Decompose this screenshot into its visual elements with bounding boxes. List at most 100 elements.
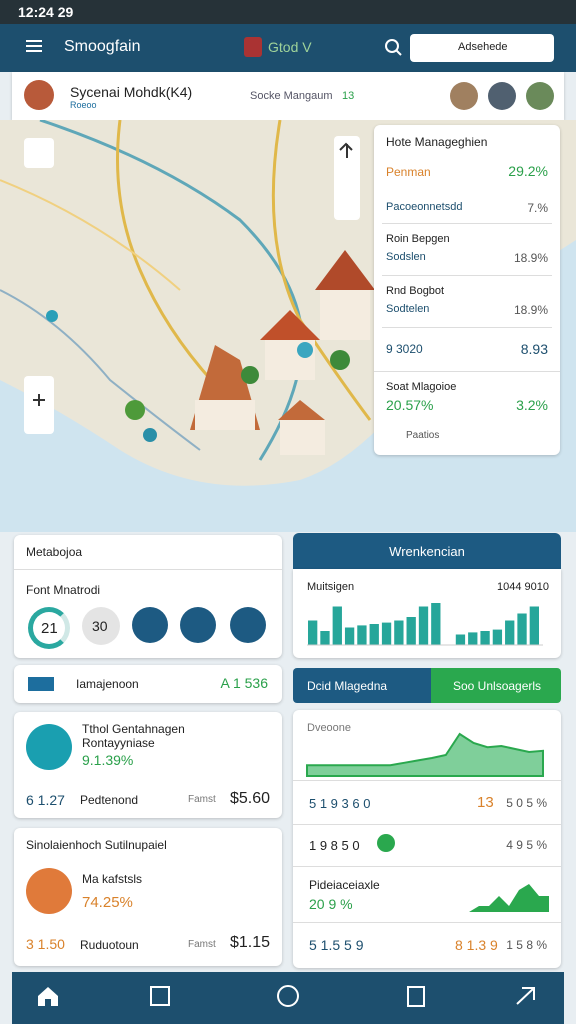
chart-title: Muitsigen bbox=[307, 581, 355, 593]
price: $5.60 bbox=[229, 790, 270, 807]
tab-label: Dcid Mlagedna bbox=[307, 679, 388, 693]
tab-label: Soo Unlsoagerls bbox=[453, 679, 542, 693]
row-label: Iamajenoon bbox=[76, 677, 139, 691]
panel-value: 18.9% bbox=[513, 251, 548, 265]
label: Pedtenond bbox=[80, 793, 139, 807]
search-icon[interactable] bbox=[384, 38, 404, 58]
bottom-nav bbox=[12, 972, 564, 1024]
panel-heading: Rnd Bogbot bbox=[386, 285, 445, 297]
stat: 1 9 8 5 0 bbox=[309, 838, 360, 853]
map-panel: Hote Manageghien Penman 29.2% Pacoeonnet… bbox=[374, 125, 560, 455]
avatar bbox=[450, 82, 478, 110]
bar bbox=[480, 631, 490, 645]
percent: 9.1.39% bbox=[82, 752, 134, 768]
label: Famst bbox=[188, 794, 216, 805]
icon-button[interactable] bbox=[180, 607, 216, 643]
profile-name: Sycenai Mohdk(K4) bbox=[70, 84, 193, 100]
bar bbox=[344, 627, 355, 645]
summary-row: Iamajenoon A 1 536 bbox=[14, 665, 282, 703]
percent: 74.25% bbox=[82, 894, 133, 911]
bar-chart-card: Muitsigen 1044 9010 bbox=[293, 569, 561, 658]
area-chart bbox=[306, 732, 544, 777]
panel-value: 7.% bbox=[527, 201, 548, 215]
card-title: Rontayyniase bbox=[82, 736, 155, 750]
logo-text: Gtod V bbox=[268, 39, 312, 55]
bar bbox=[455, 634, 466, 645]
icon-button[interactable] bbox=[230, 607, 266, 643]
icon-button[interactable] bbox=[132, 607, 168, 643]
panel-label: Paatios bbox=[406, 430, 440, 441]
card-title: Tthol Gentahnagen bbox=[82, 722, 185, 736]
bar bbox=[320, 631, 330, 645]
status-dot bbox=[377, 834, 395, 852]
profile-subtitle: Roeoo bbox=[70, 100, 97, 110]
panel-label: Pacoeonnetsdd bbox=[386, 201, 463, 213]
icon bbox=[28, 677, 54, 691]
home-icon[interactable] bbox=[36, 984, 60, 1008]
avatar bbox=[526, 82, 554, 110]
bar bbox=[394, 620, 404, 645]
icon bbox=[26, 724, 72, 770]
search-text: Adsehede bbox=[458, 41, 508, 53]
card-title: Sinolaienhoch Sutilnupaiel bbox=[26, 838, 167, 852]
label: Ruduotoun bbox=[80, 938, 139, 952]
panel-label: Sodslen bbox=[386, 251, 426, 263]
panel-label: 9 3020 bbox=[386, 342, 423, 356]
panel-label: Sodtelen bbox=[386, 303, 430, 315]
bar bbox=[492, 629, 503, 645]
bar bbox=[369, 624, 379, 645]
panel-heading: Soat Mlagoioe bbox=[386, 381, 457, 393]
stat: 1 5 8 % bbox=[506, 938, 547, 952]
bar-chart bbox=[307, 603, 543, 646]
stats-card: Dveoone 5 1 9 3 6 0 13 5 0 5 % 1 9 8 5 0… bbox=[293, 710, 561, 968]
panel-value: 18.9% bbox=[513, 303, 548, 317]
card-title: Metabojoa bbox=[26, 545, 83, 559]
stat: 13 bbox=[477, 794, 494, 811]
stat: 5 1 9 3 6 0 bbox=[309, 796, 371, 811]
tab[interactable]: Soo Unlsoagerls bbox=[431, 668, 561, 703]
nav-icon[interactable] bbox=[276, 984, 300, 1008]
app-bar: Smoogfain Gtod V Adsehede bbox=[0, 24, 576, 72]
metrics-card: Metabojoa Font Mnatrodi 21 30 bbox=[14, 535, 282, 658]
profile-badge: 13 bbox=[342, 90, 355, 102]
panel-title: Hote Manageghien bbox=[386, 135, 488, 149]
icon bbox=[26, 868, 72, 914]
nav-icon[interactable] bbox=[404, 984, 428, 1008]
circle: 30 bbox=[82, 607, 120, 645]
item-card: Tthol Gentahnagen Rontayyniase 9.1.39% 6… bbox=[14, 712, 282, 818]
chart-title: Dveoone bbox=[307, 722, 352, 734]
sparkline bbox=[469, 884, 549, 912]
panel-value: 8.93 bbox=[520, 341, 548, 357]
bar bbox=[357, 625, 367, 645]
profile-center: Socke Mangaum bbox=[250, 90, 333, 102]
nav-icon[interactable] bbox=[148, 984, 172, 1008]
ring-value: 21 bbox=[41, 620, 58, 637]
panel-value: 3.2% bbox=[516, 397, 548, 413]
menu-icon[interactable] bbox=[26, 40, 42, 42]
stat: 5 0 5 % bbox=[506, 796, 547, 810]
panel-header-text: Wrenkencian bbox=[389, 544, 465, 559]
panel-heading: Roin Bepgen bbox=[386, 233, 450, 245]
nav-icon[interactable] bbox=[514, 984, 538, 1008]
status-bar: 12:24 29 bbox=[0, 0, 576, 24]
bar bbox=[517, 613, 527, 645]
ring: 21 bbox=[28, 607, 70, 649]
circle-value: 30 bbox=[92, 618, 108, 634]
chart-value: 1044 9010 bbox=[497, 581, 549, 593]
price: $1.15 bbox=[229, 934, 270, 951]
search-box[interactable]: Adsehede bbox=[410, 34, 554, 62]
row-value: A 1 536 bbox=[220, 675, 269, 691]
bar bbox=[381, 622, 392, 645]
bar bbox=[418, 606, 429, 645]
bar bbox=[505, 620, 515, 645]
app-title: Smoogfain bbox=[64, 38, 141, 55]
tab[interactable]: Dcid Mlagedna bbox=[293, 668, 431, 703]
logo-icon bbox=[244, 37, 262, 57]
avatar bbox=[24, 80, 54, 110]
bar bbox=[529, 606, 539, 645]
amount: 3 1.50 bbox=[26, 936, 65, 952]
amount: 6 1.27 bbox=[26, 792, 65, 808]
bar bbox=[468, 632, 478, 645]
item-card: Sinolaienhoch Sutilnupaiel Ma kafstsls 7… bbox=[14, 828, 282, 966]
